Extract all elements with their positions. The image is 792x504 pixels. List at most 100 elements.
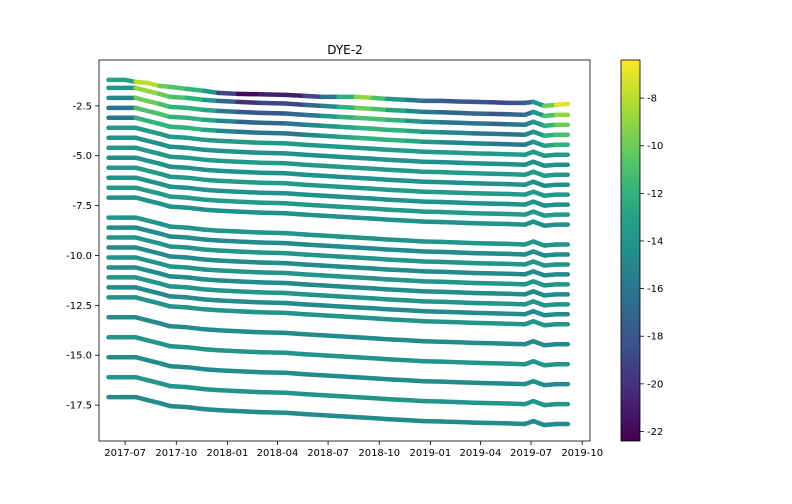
colorbar-tick-label: -12 (647, 189, 663, 200)
sensor-segment (404, 218, 426, 224)
sensor-segment (184, 305, 207, 312)
sensor-segment (370, 136, 390, 143)
sensor-segment (201, 386, 221, 393)
sensor-segment (235, 179, 263, 185)
sensor-segment (438, 129, 461, 136)
sensor-segment (283, 270, 307, 277)
sensor-segment (505, 421, 528, 427)
sensor-segment (283, 191, 307, 197)
sensor-segment (455, 300, 477, 306)
sensor-segment (167, 264, 190, 270)
sensor-segment (201, 88, 221, 96)
sensor-segment (353, 115, 376, 122)
sensor-segment (353, 165, 376, 171)
sensor-segment (404, 377, 426, 384)
sensor-segment (283, 310, 307, 317)
sensor-segment (235, 129, 263, 136)
sensor-segment (455, 190, 477, 196)
sensor-segment (184, 105, 207, 113)
sensor-segment (201, 327, 221, 333)
sensor-segment (404, 198, 426, 204)
sensor-segment (370, 126, 390, 133)
sensor-segment (283, 230, 307, 237)
sensor-segment (319, 103, 341, 110)
sensor-segment (302, 252, 325, 258)
sensor-segment (258, 120, 288, 126)
sensor-series-14 (106, 215, 571, 248)
sensor-segment (235, 408, 263, 415)
sensor-segment (283, 390, 307, 397)
y-tick-label: -2.5 (72, 101, 92, 112)
sensor-segment (438, 399, 461, 405)
sensor-segment (505, 341, 528, 347)
sensor-segment (404, 268, 426, 274)
sensor-segment (505, 201, 528, 207)
sensor-segment (302, 292, 325, 298)
sensor-segment (336, 214, 359, 220)
sensor-segment (553, 101, 571, 108)
sensor-segment (505, 401, 528, 407)
sensor-segment (336, 413, 359, 420)
sensor-segment (353, 145, 376, 152)
y-tick-label: -5.0 (72, 151, 92, 162)
sensor-segment (201, 227, 221, 233)
sensor-segment (215, 347, 241, 354)
sensor-segment (302, 132, 325, 139)
sensor-segment (505, 291, 528, 297)
sensor-segment (438, 299, 461, 305)
sensor-segment (384, 197, 410, 203)
sensor-segment (336, 154, 359, 160)
sensor-segment (167, 294, 190, 300)
sensor-segment (404, 308, 426, 314)
sensor-segment (302, 302, 325, 308)
sensor-segment (455, 260, 477, 266)
sensor-segment (215, 288, 241, 294)
sensor-segment (505, 161, 528, 167)
sensor-segment (505, 181, 528, 187)
sensor-segment (283, 151, 307, 158)
sensor-segment (384, 157, 410, 163)
sensor-segment (384, 107, 410, 114)
sensor-segment (215, 188, 241, 194)
sensor-segment (201, 97, 221, 104)
sensor-segment (455, 379, 477, 386)
sensor-segment (336, 304, 359, 310)
sensor-segment (353, 354, 376, 361)
x-tick-label: 2019-04 (460, 448, 502, 459)
sensor-series-10 (106, 165, 571, 198)
sensor-segment (201, 287, 221, 293)
sensor-segment (302, 391, 325, 398)
sensor-series-12 (106, 185, 571, 218)
sensor-segment (319, 203, 341, 209)
sensor-segment (167, 194, 190, 200)
sensor-segment (404, 148, 426, 155)
sensor-segment (167, 184, 190, 190)
sensor-segment (167, 244, 190, 250)
sensor-segment (384, 396, 410, 403)
sensor-segment (455, 210, 477, 216)
colorbar: -8 -10 -12 -14 -16 -18 -20 -22 (620, 59, 663, 442)
sensor-segment (167, 383, 190, 390)
sensor-segment (455, 340, 477, 346)
sensor-segment (184, 325, 207, 332)
sensor-segment (505, 311, 528, 317)
sensor-segment (384, 247, 410, 253)
sensor-segment (302, 162, 325, 168)
sensor-segment (283, 290, 307, 297)
sensor-segment (283, 300, 307, 307)
sensor-segment (370, 196, 390, 202)
sensor-segment (353, 235, 376, 241)
sensor-segment (370, 216, 390, 222)
sensor-segment (438, 189, 461, 195)
sensor-segment (235, 199, 263, 205)
sensor-segment (353, 275, 376, 281)
sensor-segment (319, 243, 341, 249)
sensor-segment (184, 115, 207, 123)
sensor-segment (353, 105, 376, 112)
sensor-segment (370, 176, 390, 182)
sensor-segment (215, 258, 241, 264)
sensor-segment (235, 269, 263, 275)
sensor-segment (258, 92, 288, 98)
sensor-segment (283, 131, 307, 138)
sensor-segment (215, 148, 241, 155)
